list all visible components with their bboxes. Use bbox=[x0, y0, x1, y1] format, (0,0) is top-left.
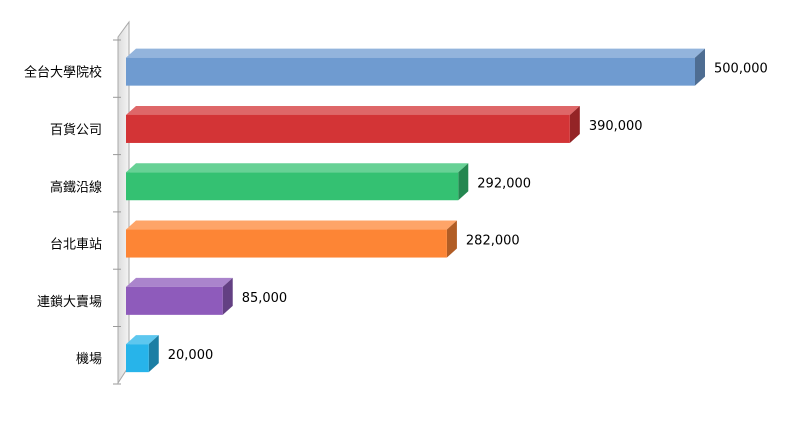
value-label: 282,000 bbox=[466, 234, 520, 249]
bar-side-face bbox=[446, 220, 457, 258]
category-label: 機場 bbox=[76, 352, 102, 367]
bar-side-face bbox=[222, 277, 233, 315]
bar-side-face bbox=[148, 335, 159, 373]
bar-top-face bbox=[126, 220, 457, 230]
bar-front-face bbox=[126, 114, 570, 143]
bar-1 bbox=[126, 105, 580, 143]
value-label: 20,000 bbox=[168, 348, 214, 363]
bar-front-face bbox=[126, 172, 459, 201]
bar-top-face bbox=[126, 163, 469, 173]
category-label: 台北車站 bbox=[50, 238, 102, 253]
category-label: 全台大學院校 bbox=[24, 65, 102, 81]
bar-4 bbox=[126, 277, 233, 315]
bar-top-face bbox=[126, 48, 705, 58]
bar-side-face bbox=[458, 163, 469, 201]
category-label: 連鎖大賣場 bbox=[37, 294, 102, 310]
value-label: 85,000 bbox=[242, 291, 287, 306]
bar-0 bbox=[126, 48, 705, 86]
bar-front-face bbox=[126, 229, 447, 258]
bar-side-face bbox=[569, 105, 580, 143]
value-labels: 500,000 390,000 292,000 282,000 85,000 20,000 bbox=[168, 62, 768, 363]
bar-top-face bbox=[126, 335, 159, 345]
category-label: 高鐵沿線 bbox=[50, 179, 102, 195]
bar-side-face bbox=[695, 48, 705, 86]
value-label: 292,000 bbox=[477, 176, 531, 191]
bar-front-face bbox=[126, 57, 695, 86]
category-label: 百貨公司 bbox=[50, 122, 102, 138]
bar-2 bbox=[126, 163, 469, 201]
bars bbox=[126, 48, 705, 373]
bar-front-face bbox=[126, 286, 223, 315]
category-ticks bbox=[113, 39, 121, 385]
value-label: 500,000 bbox=[714, 62, 768, 77]
bar-5 bbox=[126, 335, 159, 373]
value-label: 390,000 bbox=[589, 119, 643, 134]
bar-top-face bbox=[126, 105, 580, 115]
bar-3 bbox=[126, 220, 457, 258]
bar-front-face bbox=[126, 344, 149, 373]
bar-top-face bbox=[126, 277, 233, 287]
